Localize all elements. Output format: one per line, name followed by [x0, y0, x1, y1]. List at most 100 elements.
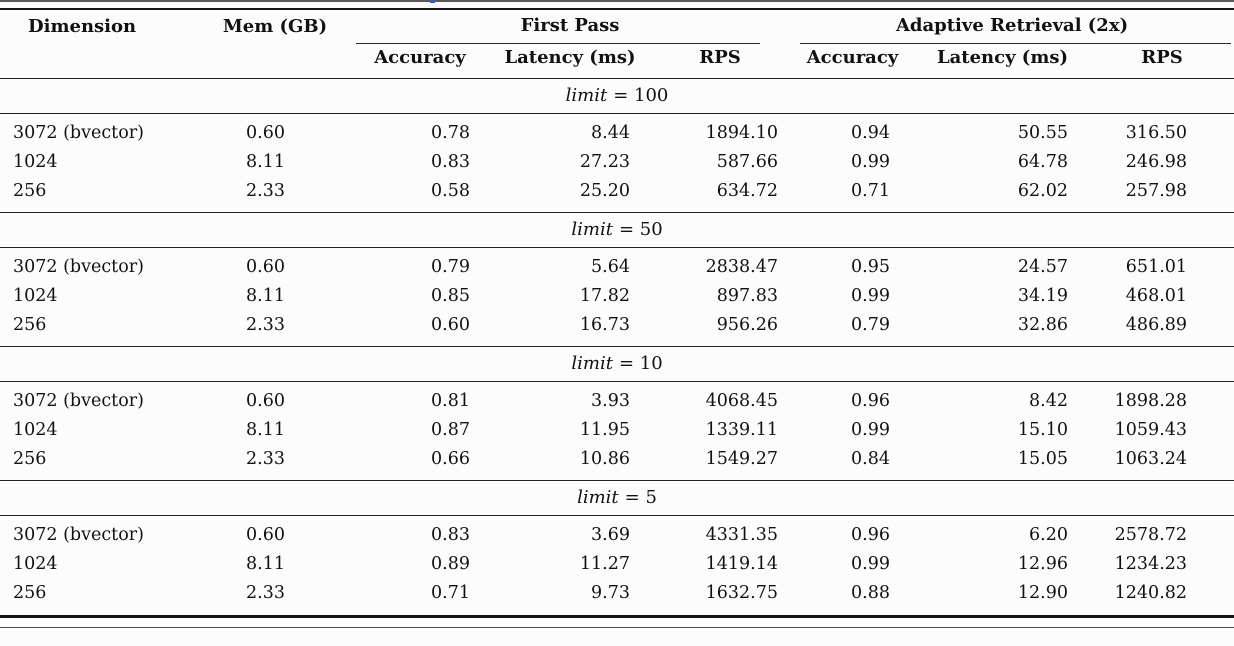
cell-mem-gb: 8.11	[246, 420, 285, 441]
cell-ar-rps: 316.50	[1125, 123, 1188, 144]
cell-ar-rps: 1063.24	[1114, 449, 1188, 470]
cell-fp-rps: 897.83	[716, 286, 778, 307]
cell-fp-latency: 25.20	[579, 181, 630, 202]
cell-ar-accuracy: 0.94	[851, 123, 890, 144]
cell-mem-gb: 2.33	[246, 181, 285, 202]
cell-ar-latency: 8.42	[1029, 391, 1068, 412]
group-header-adaptive-retrieval: Adaptive Retrieval (2x)	[790, 10, 1234, 45]
cell-fp-rps: 956.26	[716, 315, 778, 336]
limit-value: = 10	[618, 353, 663, 375]
cell-fp-latency: 11.27	[579, 554, 630, 575]
cell-fp-accuracy: 0.78	[431, 123, 470, 144]
cell-dimension: 256	[13, 181, 47, 202]
cell-ar-rps: 651.01	[1125, 257, 1188, 278]
cell-fp-accuracy: 0.85	[431, 286, 470, 307]
bottom-rule-thin	[0, 626, 1234, 629]
cell-dimension: 3072 (bvector)	[13, 525, 144, 546]
cell-ar-rps: 246.98	[1125, 152, 1188, 173]
cell-dimension: 256	[13, 449, 47, 470]
cell-dimension: 3072 (bvector)	[13, 123, 144, 144]
column-header-dimension: Dimension	[28, 16, 137, 38]
limit-variable: limit	[571, 353, 613, 375]
table-row: 1024 8.11 0.83 27.23 587.66 0.99 64.78 2…	[0, 148, 1234, 177]
cell-fp-rps: 1549.27	[705, 449, 778, 470]
table-row: 3072 (bvector) 0.60 0.81 3.93 4068.45 0.…	[0, 382, 1234, 417]
cell-fp-accuracy: 0.83	[431, 525, 470, 546]
cell-mem-gb: 8.11	[246, 152, 285, 173]
limit-variable: limit	[565, 85, 608, 107]
cell-ar-rps: 486.89	[1125, 315, 1188, 336]
cell-ar-latency: 34.19	[1017, 286, 1068, 307]
cell-fp-rps: 1894.10	[705, 123, 778, 144]
cell-mem-gb: 2.33	[246, 583, 285, 604]
cell-fp-accuracy: 0.66	[431, 449, 470, 470]
cell-ar-accuracy: 0.84	[851, 449, 890, 470]
cell-fp-rps: 4068.45	[705, 391, 778, 412]
group-header-first-pass: First Pass	[350, 10, 790, 45]
cell-ar-accuracy: 0.96	[851, 391, 890, 412]
limit-variable: limit	[577, 487, 619, 509]
cell-fp-rps: 4331.35	[705, 525, 778, 546]
cell-dimension: 256	[13, 315, 47, 336]
column-header-fp-accuracy: Accuracy	[350, 44, 490, 80]
column-header-mem-gb: Mem (GB)	[222, 16, 328, 38]
cell-fp-accuracy: 0.79	[431, 257, 470, 278]
cell-fp-accuracy: 0.81	[431, 391, 470, 412]
section-label-cell: limit = 100	[0, 78, 1234, 115]
cell-ar-latency: 64.78	[1017, 152, 1068, 173]
benchmark-results-table: Dimension Mem (GB) First Pass Adaptive R…	[0, 10, 1234, 614]
table-row: 1024 8.11 0.87 11.95 1339.11 0.99 15.10 …	[0, 416, 1234, 445]
cell-ar-accuracy: 0.71	[851, 181, 890, 202]
table-row: 256 2.33 0.60 16.73 956.26 0.79 32.86 48…	[0, 311, 1234, 347]
cell-dimension: 1024	[13, 420, 58, 441]
cell-fp-latency: 27.23	[579, 152, 630, 173]
table-row: 1024 8.11 0.89 11.27 1419.14 0.99 12.96 …	[0, 550, 1234, 579]
cell-fp-latency: 5.64	[591, 257, 630, 278]
cell-ar-accuracy: 0.79	[851, 315, 890, 336]
cell-ar-rps: 1234.23	[1114, 554, 1188, 575]
cell-mem-gb: 8.11	[246, 286, 285, 307]
section-header-limit-10: limit = 10	[0, 346, 1234, 383]
table-row: 1024 8.11 0.85 17.82 897.83 0.99 34.19 4…	[0, 282, 1234, 311]
limit-variable: limit	[571, 219, 613, 241]
cell-dimension: 1024	[13, 554, 58, 575]
table-row: 256 2.33 0.71 9.73 1632.75 0.88 12.90 12…	[0, 579, 1234, 614]
cell-fp-rps: 1419.14	[705, 554, 778, 575]
cell-ar-accuracy: 0.99	[851, 286, 890, 307]
cell-ar-latency: 15.10	[1017, 420, 1068, 441]
header-row-groups: Dimension Mem (GB) First Pass Adaptive R…	[0, 10, 1234, 45]
cell-ar-accuracy: 0.99	[851, 152, 890, 173]
table-row: 3072 (bvector) 0.60 0.78 8.44 1894.10 0.…	[0, 114, 1234, 149]
cell-ar-rps: 1898.28	[1114, 391, 1188, 412]
cell-ar-latency: 12.96	[1017, 554, 1068, 575]
cell-fp-accuracy: 0.83	[431, 152, 470, 173]
cell-fp-latency: 9.73	[591, 583, 630, 604]
bottom-rule-thick	[0, 615, 1234, 618]
cell-fp-rps: 587.66	[716, 152, 778, 173]
cell-ar-accuracy: 0.99	[851, 420, 890, 441]
cell-ar-latency: 62.02	[1017, 181, 1068, 202]
cell-fp-latency: 8.44	[591, 123, 630, 144]
cell-dimension: 1024	[13, 286, 58, 307]
cell-fp-accuracy: 0.58	[431, 181, 470, 202]
limit-value: = 5	[624, 487, 657, 509]
cropped-caption-link-artifact	[430, 0, 435, 3]
cell-ar-accuracy: 0.96	[851, 525, 890, 546]
cell-fp-accuracy: 0.60	[431, 315, 470, 336]
cell-ar-latency: 24.57	[1017, 257, 1068, 278]
cell-ar-rps: 257.98	[1125, 181, 1188, 202]
limit-value: = 100	[613, 85, 669, 107]
limit-value: = 50	[618, 219, 663, 241]
column-header-ar-rps: RPS	[1090, 44, 1234, 80]
cell-fp-latency: 10.86	[579, 449, 630, 470]
cell-ar-accuracy: 0.95	[851, 257, 890, 278]
top-rule-thick	[0, 7, 1234, 11]
column-header-fp-latency: Latency (ms)	[490, 44, 650, 80]
cell-fp-accuracy: 0.71	[431, 583, 470, 604]
cell-mem-gb: 0.60	[246, 123, 285, 144]
cell-ar-latency: 6.20	[1029, 525, 1068, 546]
section-label-cell: limit = 50	[0, 212, 1234, 249]
table-row: 3072 (bvector) 0.60 0.83 3.69 4331.35 0.…	[0, 516, 1234, 551]
cell-ar-rps: 468.01	[1125, 286, 1188, 307]
